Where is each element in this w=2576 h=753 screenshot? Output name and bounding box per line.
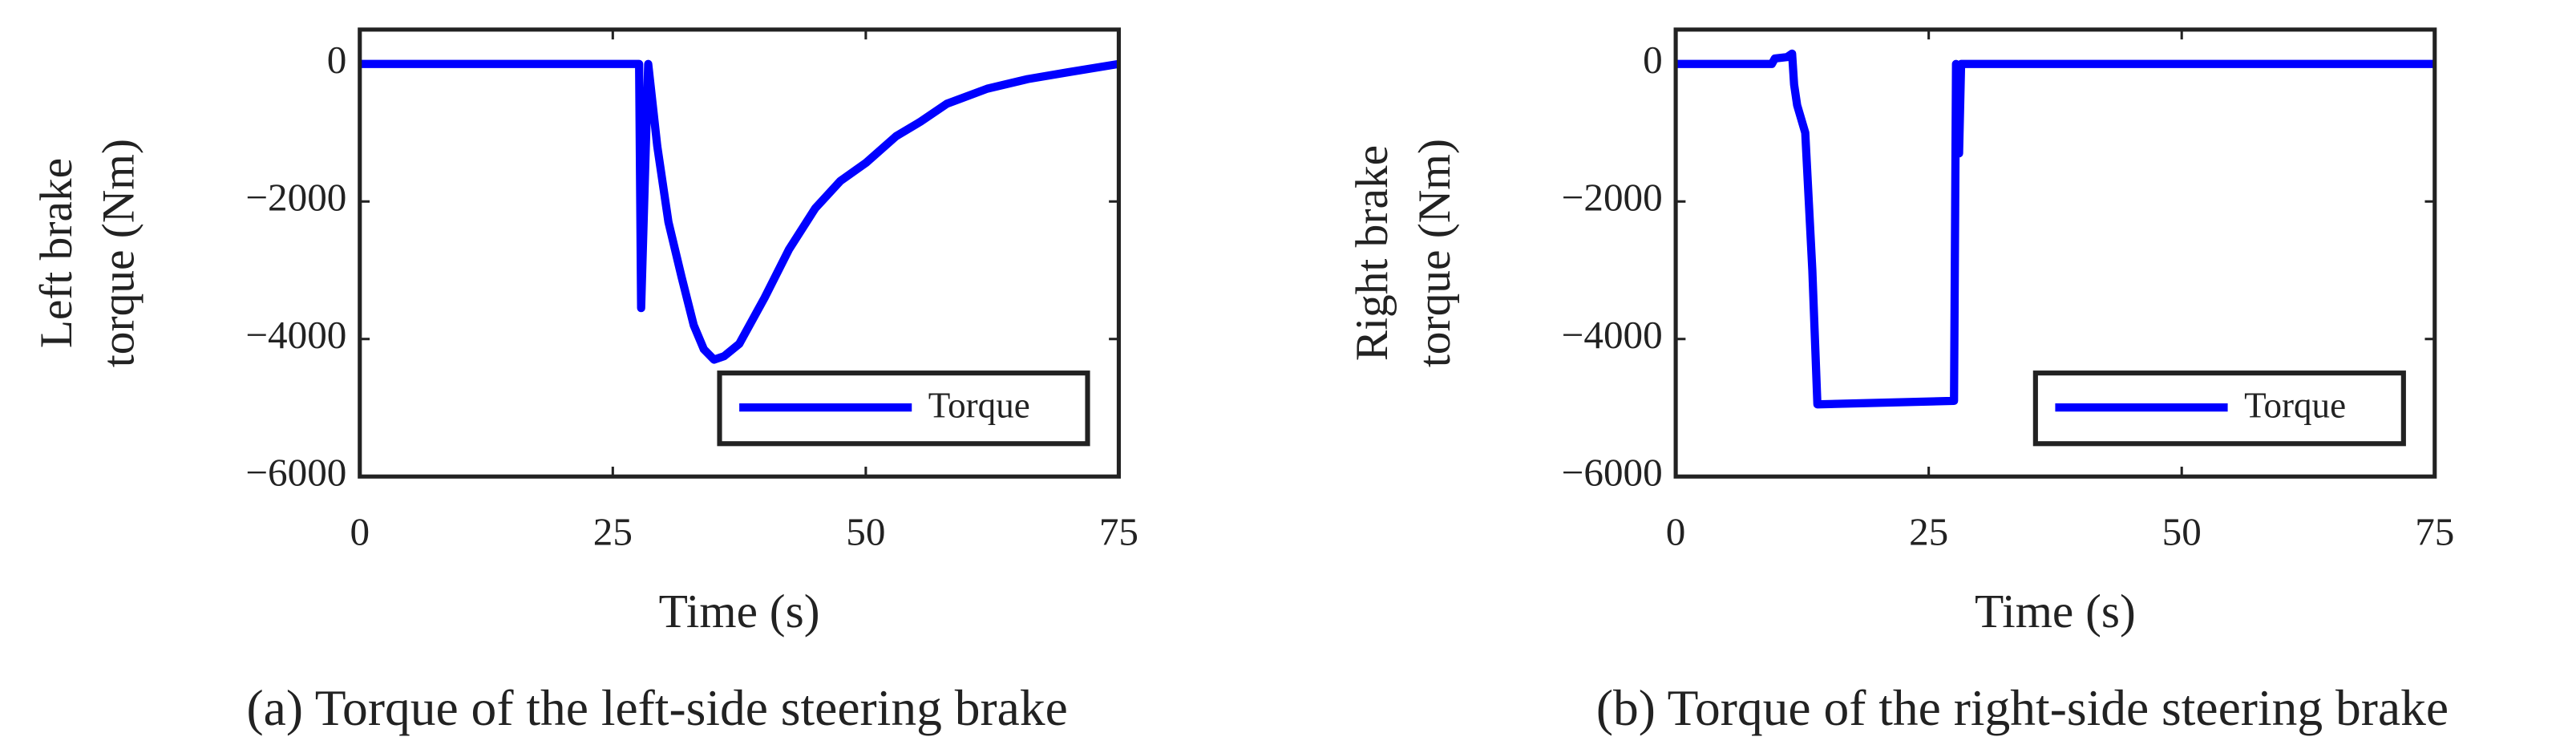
x-tick-label: 0 xyxy=(1666,509,1686,553)
plot-frame xyxy=(1673,27,2437,479)
y-tick-label: 0 xyxy=(1643,38,1663,82)
y-tick-label: −4000 xyxy=(1562,313,1663,357)
y-tick-label: 0 xyxy=(327,38,347,82)
y-tick-label: −2000 xyxy=(1562,176,1663,220)
x-axis-label: Time (s) xyxy=(659,585,820,638)
y-tick-label: −4000 xyxy=(245,313,346,357)
y-axis-label: Left brake torque (Nm) xyxy=(31,139,144,367)
legend-label: Torque xyxy=(928,386,1030,426)
y-tick-label: −6000 xyxy=(1562,451,1663,495)
caption: (b) Torque of the right-side steering br… xyxy=(1596,679,2449,736)
y-axis-label: Right brake torque (Nm) xyxy=(1347,139,1460,367)
y-axis-label-line: Left brake xyxy=(31,158,82,348)
x-tick-label: 50 xyxy=(846,509,885,553)
x-tick-label: 75 xyxy=(2415,509,2454,553)
x-tick-label: 25 xyxy=(1909,509,1948,553)
x-tick-label: 75 xyxy=(1099,509,1138,553)
y-axis-label-line: torque (Nm) xyxy=(94,139,144,367)
y-axis-label-line: Right brake xyxy=(1347,145,1397,361)
x-tick-label: 25 xyxy=(593,509,633,553)
data-line xyxy=(359,59,1120,364)
x-tick-label: 50 xyxy=(2162,509,2202,553)
caption: (a) Torque of the left-side steering bra… xyxy=(246,679,1067,736)
legend-label: Torque xyxy=(2244,386,2346,426)
y-axis-label-line: torque (Nm) xyxy=(1409,139,1460,367)
x-tick-label: 0 xyxy=(350,509,370,553)
y-tick-label: −6000 xyxy=(245,451,346,495)
x-axis-label: Time (s) xyxy=(1975,585,2136,638)
data-line xyxy=(1676,49,2435,409)
y-tick-label: −2000 xyxy=(245,176,346,220)
plot-frame xyxy=(358,27,1122,479)
